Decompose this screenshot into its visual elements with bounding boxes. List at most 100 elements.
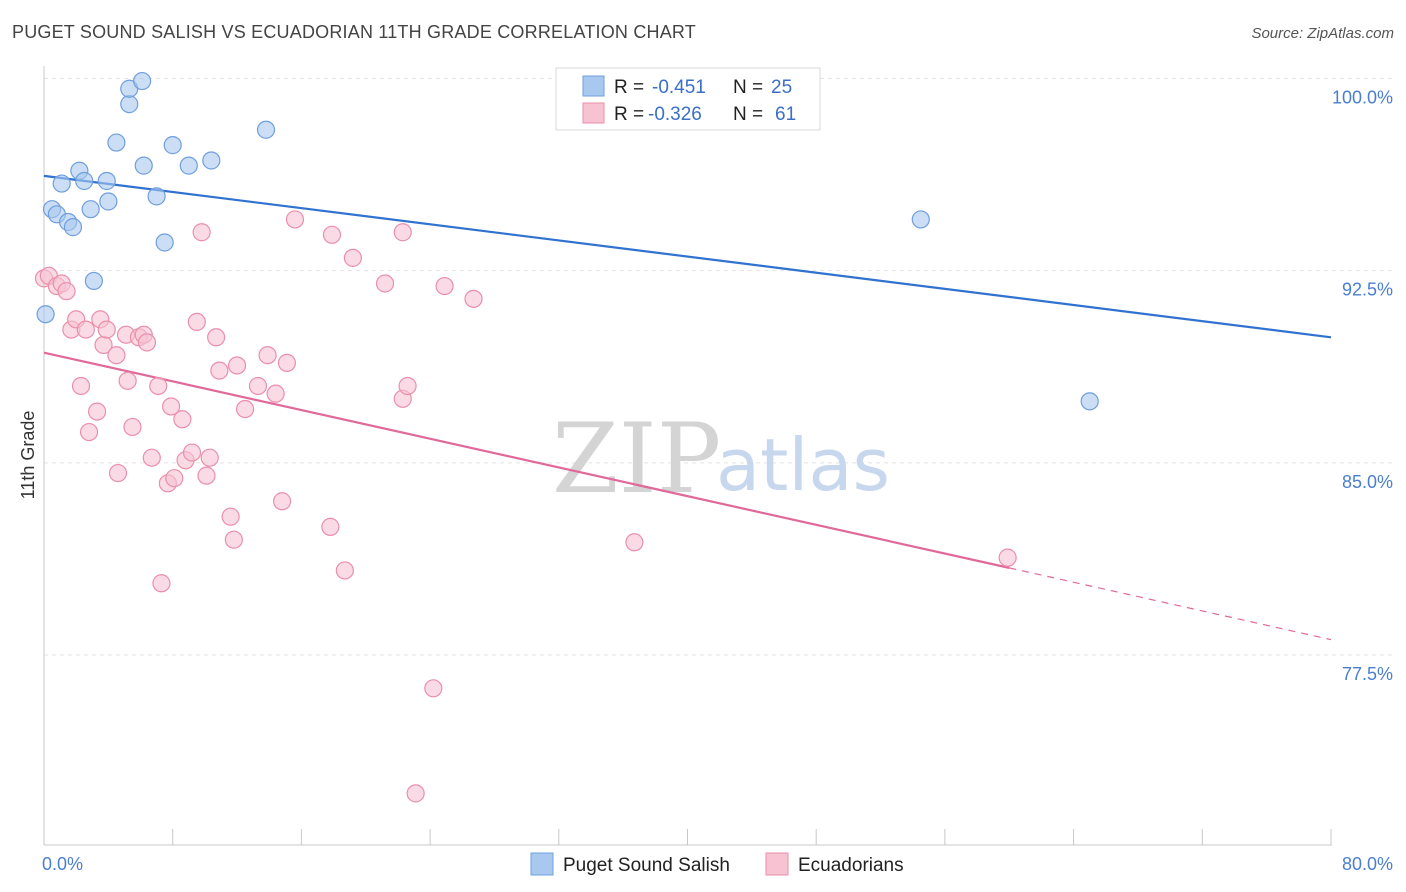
salish-point-9 — [84, 271, 103, 291]
ecuadorian-point-37 — [221, 507, 240, 526]
chart-title: PUGET SOUND SALISH VS ECUADORIAN 11TH GR… — [12, 22, 696, 42]
ecuadorian-point-38 — [224, 530, 243, 549]
ecuadorian-point-22 — [142, 448, 161, 467]
ecuadorian-point-15 — [108, 463, 128, 483]
salish-point-15 — [133, 71, 152, 91]
salish-point-20 — [179, 156, 198, 175]
trend-lines — [43, 174, 1332, 641]
ecuadorian-point-49 — [335, 561, 354, 580]
ecuadorian-point-35 — [207, 328, 226, 347]
series-legend: Puget Sound Salish Ecuadorians — [530, 852, 904, 876]
salish-point-19 — [163, 136, 182, 155]
ecuadorian-point-14 — [107, 346, 126, 365]
ecuadorian-point-10 — [87, 402, 107, 421]
legend-n-label-ecuadorians: N = — [733, 104, 763, 125]
y-tick-label-3: 77.5% — [1342, 664, 1393, 684]
x-tick-label-1: 80.0% — [1342, 854, 1393, 874]
ecuadorian-point-56 — [424, 679, 443, 698]
x-tick-labels: 0.0% 80.0% — [42, 854, 1393, 874]
ecuadorian-point-39 — [227, 356, 247, 375]
salish-point-0 — [36, 305, 55, 324]
bottom-legend-ecuadorians: Ecuadorians — [798, 855, 904, 876]
salish-point-12 — [107, 133, 126, 152]
legend-r-label-ecuadorians: R = — [614, 104, 644, 125]
ecuadorian-point-45 — [277, 353, 297, 373]
trend-line-0 — [43, 174, 1332, 339]
legend-r-label-salish: R = — [614, 77, 644, 98]
ecuadorian-point-8 — [76, 320, 95, 339]
ecuadorian-point-43 — [266, 384, 285, 403]
y-tick-label-0: 100.0% — [1332, 88, 1393, 108]
ecuadorian-point-23 — [149, 376, 168, 396]
ecuadorian-point-40 — [235, 399, 255, 419]
legend-r-salish: -0.451 — [652, 77, 706, 98]
ecuadorian-point-41 — [248, 376, 268, 396]
ecuadorian-point-33 — [197, 466, 216, 485]
ecuadorian-point-36 — [210, 361, 229, 380]
y-tick-labels: 100.0% 92.5% 85.0% 77.5% — [1332, 88, 1393, 685]
salish-point-17 — [147, 187, 166, 206]
ecuadorian-point-55 — [406, 784, 425, 803]
ecuadorian-point-18 — [123, 417, 142, 437]
y-tick-label-1: 92.5% — [1342, 280, 1393, 300]
source-label: Source: ZipAtlas.com — [1251, 25, 1394, 42]
salish-point-18 — [155, 233, 174, 252]
salish-point-3 — [52, 174, 71, 193]
ecuadorian-point-27 — [165, 469, 184, 488]
data-points — [34, 71, 1099, 803]
salish-point-24 — [1080, 392, 1099, 411]
ecuadorian-point-58 — [464, 289, 483, 308]
ecuadorian-point-57 — [435, 276, 454, 296]
bottom-legend-salish: Puget Sound Salish — [563, 855, 730, 876]
legend-n-label-salish: N = — [733, 77, 763, 98]
grid-lines — [44, 78, 1392, 656]
ecuadorian-point-30 — [182, 443, 202, 462]
salish-point-5 — [63, 218, 83, 237]
x-tick-label-0: 0.0% — [42, 854, 83, 874]
legend-swatch-salish — [582, 75, 605, 97]
trend-line-1 — [43, 351, 1010, 569]
ecuadorian-point-13 — [97, 320, 116, 339]
ecuadorian-point-46 — [285, 210, 305, 229]
ecuadorian-point-34 — [200, 448, 219, 467]
watermark: ZIP atlas — [552, 403, 890, 515]
legend-swatch-ecuadorians — [582, 102, 605, 124]
salish-point-16 — [134, 156, 153, 175]
legend-r-ecuadorians: -0.326 — [648, 104, 702, 125]
salish-point-22 — [256, 120, 276, 139]
ecuadorian-point-51 — [375, 274, 395, 293]
ecuadorian-point-4 — [57, 282, 76, 301]
ecuadorian-point-7 — [71, 376, 91, 396]
ecuadorian-point-59 — [625, 533, 644, 552]
ecuadorian-point-50 — [343, 248, 362, 267]
ecuadorian-point-52 — [393, 223, 412, 242]
legend-n-salish: 25 — [771, 77, 792, 98]
ecuadorian-point-44 — [272, 492, 292, 511]
salish-point-8 — [81, 200, 100, 219]
legend-n-ecuadorians: 61 — [775, 104, 796, 125]
bottom-legend-swatch-ecuadorians — [765, 852, 789, 876]
ecuadorian-point-48 — [322, 225, 342, 244]
ecuadorian-point-32 — [192, 223, 211, 242]
watermark-atlas: atlas — [716, 423, 890, 507]
ecuadorian-point-60 — [998, 548, 1017, 567]
salish-point-7 — [75, 171, 94, 191]
ecuadorian-point-21 — [137, 333, 157, 352]
salish-point-13 — [120, 95, 139, 114]
bottom-legend-swatch-salish — [530, 852, 554, 876]
ecuadorian-point-17 — [118, 371, 137, 390]
ecuadorian-point-26 — [161, 397, 181, 416]
salish-point-10 — [97, 171, 116, 191]
ecuadorian-point-24 — [152, 574, 171, 593]
salish-point-11 — [99, 192, 118, 211]
y-tick-label-2: 85.0% — [1342, 472, 1393, 492]
ecuadorian-point-31 — [187, 312, 206, 332]
ecuadorian-point-47 — [321, 517, 340, 536]
ecuadorian-point-28 — [173, 410, 192, 429]
correlation-legend: R = -0.451 N = 25 R = -0.326 N = 61 — [555, 67, 821, 131]
salish-point-23 — [911, 210, 930, 229]
ecuadorian-point-54 — [398, 376, 417, 396]
salish-point-21 — [202, 151, 221, 170]
ecuadorian-point-42 — [258, 346, 277, 365]
